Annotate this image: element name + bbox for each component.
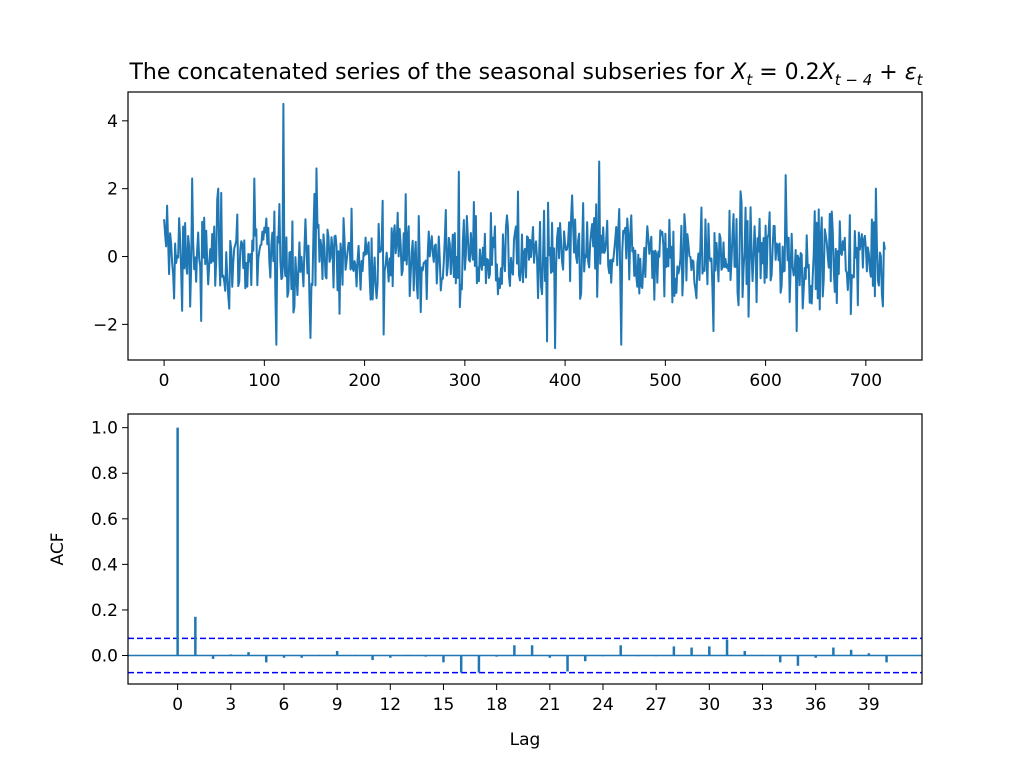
acf-xtick-label: 0 [172,695,183,715]
series-xtick-label: 500 [649,371,681,391]
series-xtick-label: 700 [850,371,882,391]
acf-xtick-label: 39 [858,695,880,715]
figure-title-math: Xt = 0.2Xt − 4 + εt [730,60,923,89]
acf-xtick-label: 24 [592,695,614,715]
series-xtick-label: 400 [549,371,581,391]
acf-plot: 0 3 6 9 12 15 18 21 24 27 30 33 36 390.00.20.40.60.81… [48,413,923,750]
acf-ytick-label: 0.0 [91,647,118,667]
acf-ticks: 0 3 6 9 12 15 18 21 24 27 30 33 36 390.00.20.40.60.81… [91,419,880,715]
series-xtick-label: 100 [248,371,280,391]
acf-xtick-label: 30 [699,695,721,715]
series-ticks: 0 100 200 300 400 500 600 700 −2 0 2 4 [93,112,882,391]
series-xtick-label: 600 [749,371,781,391]
acf-xtick-label: 21 [539,695,561,715]
series-marks [163,102,886,350]
acf-xtick-label: 12 [379,695,401,715]
acf-ytick-label: 0.4 [91,555,118,575]
figure-title-text: The concatenated series of the seasonal … [128,60,731,85]
series-ytick-label: 2 [107,180,118,200]
series-ytick-label: 0 [107,248,118,268]
series-xtick-label: 0 [159,371,170,391]
acf-ytick-label: 0.8 [91,464,118,484]
acf-ylabel: ACF [48,533,68,566]
acf-marks [128,427,922,674]
acf-ytick-label: 0.6 [91,510,118,530]
figure-title: The concatenated series of the seasonal … [128,60,923,89]
series-axes-frame [127,91,923,361]
series-xtick-label: 200 [348,371,380,391]
acf-xtick-label: 9 [332,695,343,715]
acf-axes-frame [127,413,923,685]
acf-xtick-label: 18 [486,695,508,715]
series-ytick-label: −2 [93,315,118,335]
series-line [163,102,886,350]
acf-xtick-label: 6 [279,695,290,715]
acf-xlabel: Lag [510,730,541,750]
acf-xtick-label: 36 [805,695,827,715]
acf-xtick-label: 33 [752,695,774,715]
acf-xtick-label: 15 [433,695,455,715]
acf-ytick-label: 1.0 [91,419,118,439]
acf-ytick-label: 0.2 [91,601,118,621]
acf-xtick-label: 3 [225,695,236,715]
series-plot: 0 100 200 300 400 500 600 700 −2 0 2 4 [93,91,923,391]
series-xtick-label: 300 [449,371,481,391]
series-ytick-label: 4 [107,112,118,132]
acf-xtick-label: 27 [645,695,667,715]
